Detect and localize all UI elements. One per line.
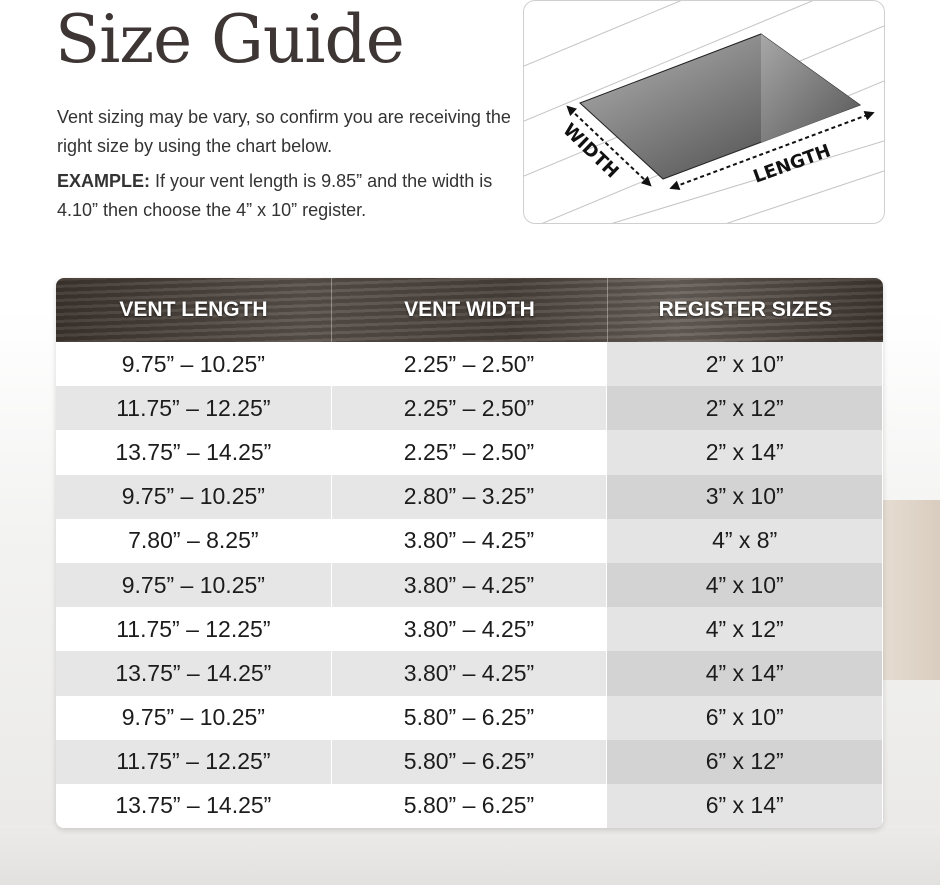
register-size-cell: 4” x 14” bbox=[607, 651, 883, 696]
vent-width-cell: 2.25” – 2.50” bbox=[331, 386, 608, 431]
table-row: 13.75” – 14.25” 2.25” – 2.50” 2” x 14” bbox=[56, 430, 883, 475]
header-vent-length: VENT LENGTH bbox=[56, 278, 332, 342]
length-label: LENGTH bbox=[751, 140, 834, 187]
vent-length-cell: 13.75” – 14.25” bbox=[56, 651, 332, 696]
background-cabinet bbox=[880, 500, 940, 680]
register-size-cell: 2” x 14” bbox=[607, 430, 883, 475]
table-row: 13.75” – 14.25” 3.80” – 4.25” 4” x 14” bbox=[56, 651, 883, 696]
size-table: VENT LENGTH VENT WIDTH REGISTER SIZES 9.… bbox=[56, 278, 883, 829]
register-size-cell: 2” x 12” bbox=[607, 386, 883, 431]
register-size-cell: 6” x 14” bbox=[607, 783, 883, 829]
register-size-cell: 6” x 10” bbox=[607, 695, 883, 740]
vent-diagram: WIDTH LENGTH bbox=[523, 0, 885, 224]
vent-length-cell: 13.75” – 14.25” bbox=[56, 430, 332, 475]
vent-width-cell: 5.80” – 6.25” bbox=[331, 695, 608, 740]
table-row: 11.75” – 12.25” 3.80” – 4.25” 4” x 12” bbox=[56, 607, 883, 652]
table-row: 9.75” – 10.25” 2.25” – 2.50” 2” x 10” bbox=[56, 342, 883, 387]
background-floor bbox=[0, 825, 940, 885]
vent-width-cell: 2.25” – 2.50” bbox=[331, 342, 608, 387]
example-label: EXAMPLE: bbox=[57, 171, 151, 191]
vent-width-cell: 3.80” – 4.25” bbox=[331, 651, 608, 696]
vent-width-cell: 2.80” – 3.25” bbox=[331, 474, 608, 519]
vent-length-cell: 9.75” – 10.25” bbox=[56, 695, 332, 740]
table-row: 11.75” – 12.25” 2.25” – 2.50” 2” x 12” bbox=[56, 386, 883, 431]
vent-width-cell: 3.80” – 4.25” bbox=[331, 518, 608, 563]
header-register-sizes: REGISTER SIZES bbox=[658, 298, 833, 321]
register-size-cell: 3” x 10” bbox=[607, 474, 883, 519]
vent-length-cell: 9.75” – 10.25” bbox=[56, 474, 332, 519]
table-row: 13.75” – 14.25” 5.80” – 6.25” 6” x 14” bbox=[56, 783, 883, 829]
vent-width-cell: 3.80” – 4.25” bbox=[331, 562, 608, 608]
vent-length-cell: 11.75” – 12.25” bbox=[56, 739, 332, 784]
vent-length-cell: 9.75” – 10.25” bbox=[56, 342, 332, 387]
example-text: If your vent length is 9.85” and the wid… bbox=[57, 171, 493, 220]
vent-length-cell: 9.75” – 10.25” bbox=[56, 562, 332, 608]
table-row: 11.75” – 12.25” 5.80” – 6.25” 6” x 12” bbox=[56, 739, 883, 784]
vent-width-cell: 5.80” – 6.25” bbox=[331, 739, 608, 784]
example: EXAMPLE: If your vent length is 9.85” an… bbox=[57, 167, 517, 225]
description-block: Vent sizing may be vary, so confirm you … bbox=[57, 103, 517, 231]
table-header: VENT LENGTH VENT WIDTH REGISTER SIZES bbox=[56, 278, 883, 342]
register-size-cell: 4” x 12” bbox=[607, 607, 883, 652]
vent-width-cell: 5.80” – 6.25” bbox=[331, 783, 608, 829]
register-size-cell: 6” x 12” bbox=[607, 739, 883, 784]
register-size-cell: 4” x 8” bbox=[607, 518, 883, 563]
vent-length-cell: 11.75” – 12.25” bbox=[56, 386, 332, 431]
vent-width-cell: 2.25” – 2.50” bbox=[331, 430, 608, 475]
vent-length-cell: 7.80” – 8.25” bbox=[56, 518, 332, 563]
vent-length-cell: 11.75” – 12.25” bbox=[56, 607, 332, 652]
register-size-cell: 4” x 10” bbox=[607, 562, 883, 608]
table-body: 9.75” – 10.25” 2.25” – 2.50” 2” x 10” 11.75… bbox=[56, 342, 883, 829]
table-row: 7.80” – 8.25” 3.80” – 4.25” 4” x 8” bbox=[56, 518, 883, 563]
register-size-cell: 2” x 10” bbox=[607, 342, 883, 387]
description: Vent sizing may be vary, so confirm you … bbox=[57, 107, 511, 156]
vent-width-cell: 3.80” – 4.25” bbox=[331, 607, 608, 652]
table-row: 9.75” – 10.25” 3.80” – 4.25” 4” x 10” bbox=[56, 562, 883, 608]
header-vent-width: VENT WIDTH bbox=[332, 278, 608, 342]
table-row: 9.75” – 10.25” 2.80” – 3.25” 3” x 10” bbox=[56, 474, 883, 519]
page-title: Size Guide bbox=[55, 1, 405, 78]
vent-length-cell: 13.75” – 14.25” bbox=[56, 783, 332, 829]
table-row: 9.75” – 10.25” 5.80” – 6.25” 6” x 10” bbox=[56, 695, 883, 740]
